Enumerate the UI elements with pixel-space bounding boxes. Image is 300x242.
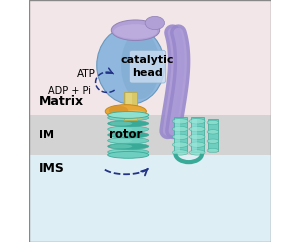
Ellipse shape <box>108 143 149 150</box>
Bar <box>29 115 271 155</box>
Ellipse shape <box>172 142 188 147</box>
Ellipse shape <box>172 119 188 124</box>
Text: ATP: ATP <box>77 69 95 79</box>
Bar <box>208 119 218 151</box>
Ellipse shape <box>189 126 205 132</box>
Ellipse shape <box>110 138 132 143</box>
Ellipse shape <box>108 126 149 132</box>
Ellipse shape <box>189 119 205 124</box>
Text: IMS: IMS <box>39 162 64 175</box>
Ellipse shape <box>121 31 160 99</box>
Ellipse shape <box>108 137 149 144</box>
Ellipse shape <box>122 110 146 120</box>
Text: ADP + Pi: ADP + Pi <box>48 86 91 96</box>
Ellipse shape <box>207 120 219 125</box>
Text: catalytic
head: catalytic head <box>121 55 174 78</box>
Text: rotor: rotor <box>109 129 142 141</box>
Polygon shape <box>29 0 271 115</box>
Bar <box>124 92 137 120</box>
Bar <box>175 119 180 151</box>
Ellipse shape <box>108 132 149 138</box>
Ellipse shape <box>189 150 205 155</box>
Ellipse shape <box>189 134 205 140</box>
Ellipse shape <box>172 126 188 132</box>
Polygon shape <box>29 155 271 242</box>
Ellipse shape <box>109 106 128 115</box>
Ellipse shape <box>110 127 132 131</box>
Ellipse shape <box>207 148 219 153</box>
Ellipse shape <box>110 116 132 120</box>
Text: IM: IM <box>39 130 54 140</box>
Ellipse shape <box>111 20 160 40</box>
Ellipse shape <box>207 139 219 143</box>
Ellipse shape <box>110 133 132 137</box>
Ellipse shape <box>172 150 188 155</box>
Bar <box>174 117 187 152</box>
Text: Matrix: Matrix <box>39 95 84 108</box>
Ellipse shape <box>97 27 164 104</box>
Bar <box>126 93 132 119</box>
Ellipse shape <box>207 130 219 134</box>
Ellipse shape <box>172 134 188 140</box>
Ellipse shape <box>189 142 205 147</box>
Ellipse shape <box>108 151 149 158</box>
Ellipse shape <box>108 112 149 118</box>
Ellipse shape <box>110 121 132 126</box>
Ellipse shape <box>105 105 146 118</box>
Ellipse shape <box>108 120 149 127</box>
Ellipse shape <box>145 16 164 30</box>
Bar <box>190 117 204 152</box>
Ellipse shape <box>114 24 157 39</box>
Ellipse shape <box>108 115 149 121</box>
Bar <box>192 119 197 151</box>
Ellipse shape <box>110 144 132 148</box>
Ellipse shape <box>108 149 149 155</box>
Ellipse shape <box>110 150 132 154</box>
FancyBboxPatch shape <box>129 50 166 83</box>
